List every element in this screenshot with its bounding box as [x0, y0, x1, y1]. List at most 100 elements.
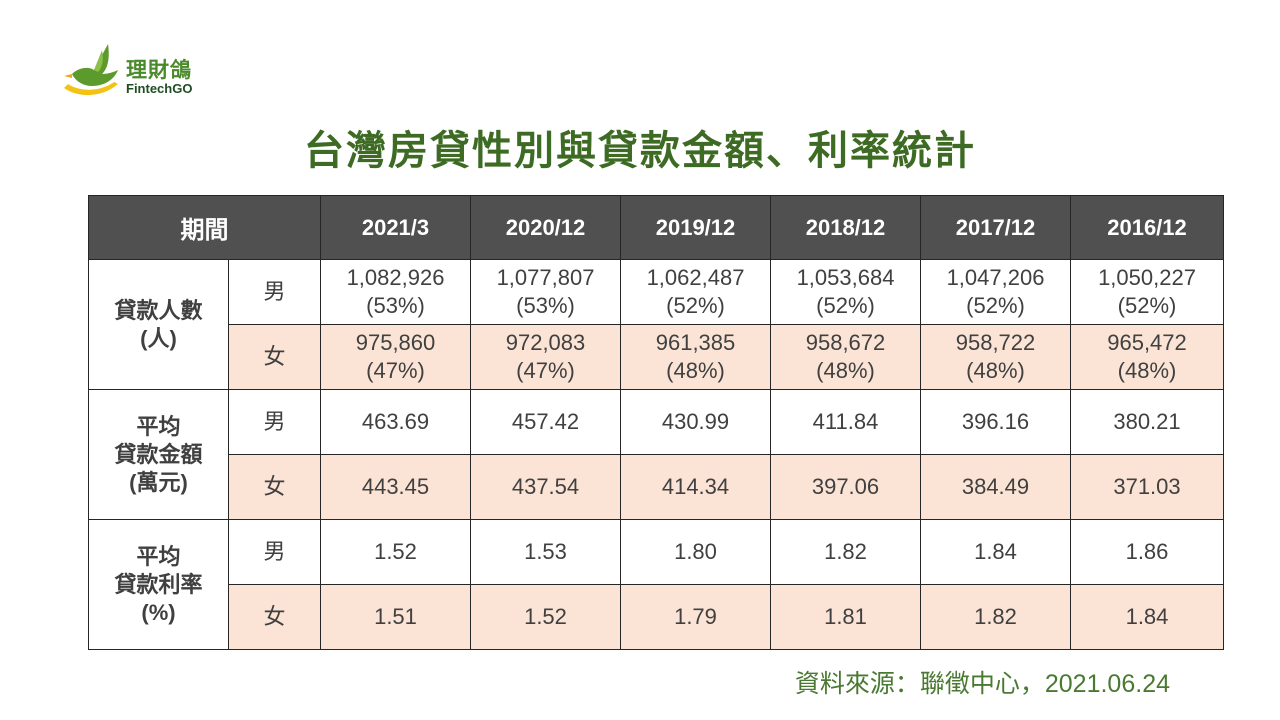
dove-logo-icon	[64, 44, 118, 96]
value-number: 1.79	[674, 604, 717, 629]
mortgage-stats-table: 期間 2021/3 2020/12 2019/12 2018/12 2017/1…	[88, 195, 1224, 650]
value-cell: 411.84	[770, 389, 921, 455]
value-number: 463.69	[361, 409, 430, 434]
value-number: 958,672	[805, 330, 886, 355]
period-col-header: 2016/12	[1070, 195, 1224, 260]
value-share: (47%)	[366, 358, 425, 383]
value-cell: 1,077,807 (53%)	[470, 259, 621, 325]
value-number: 1.82	[974, 604, 1017, 629]
value-cell: 1,050,227 (52%)	[1070, 259, 1224, 325]
value-number: 1.86	[1125, 539, 1169, 564]
period-header: 期間	[88, 195, 321, 260]
value-number: 972,083	[505, 330, 586, 355]
value-cell: 396.16	[920, 389, 1071, 455]
value-number: 1.51	[374, 604, 417, 629]
row-group-label: 平均 貸款金額 (萬元)	[88, 389, 229, 520]
value-number: 1.52	[374, 539, 417, 564]
gender-cell: 女	[228, 324, 321, 390]
value-number: 1.84	[1125, 604, 1169, 629]
value-share: (48%)	[966, 358, 1025, 383]
value-number: 1,053,684	[796, 265, 895, 290]
value-share: (53%)	[366, 293, 425, 318]
brand-logo: 理財鴿 FintechGO	[58, 36, 218, 106]
value-number: 396.16	[961, 409, 1030, 434]
value-number: 430.99	[661, 409, 730, 434]
period-col-header: 2019/12	[620, 195, 771, 260]
value-number: 1.80	[674, 539, 717, 564]
value-number: 443.45	[361, 474, 430, 499]
period-col-header: 2017/12	[920, 195, 1071, 260]
logo-name-cn: 理財鴿	[126, 58, 192, 82]
gender-cell: 女	[228, 454, 321, 520]
value-number: 1,077,807	[496, 265, 595, 290]
value-number: 414.34	[661, 474, 730, 499]
value-cell: 1.84	[1070, 584, 1224, 650]
value-cell: 1,053,684 (52%)	[770, 259, 921, 325]
value-share: (52%)	[1117, 293, 1177, 318]
value-number: 1.84	[974, 539, 1017, 564]
value-cell: 397.06	[770, 454, 921, 520]
value-number: 1.82	[824, 539, 867, 564]
table-row: 女 443.45 437.54 414.34 397.06 384.49 371.03	[89, 454, 1224, 520]
value-cell: 443.45	[320, 454, 471, 520]
table-header-row: 期間 2021/3 2020/12 2019/12 2018/12 2017/1…	[88, 195, 1224, 260]
table-body: 貸款人數 (人) 男 1,082,926 (53%) 1,077,807 (53%) 1,06…	[88, 259, 1224, 650]
value-cell: 1.86	[1070, 519, 1224, 585]
table-row: 平均 貸款金額 (萬元) 男 463.69 457.42 430.99 411.84 396.1…	[88, 389, 1224, 520]
value-cell: 1,047,206 (52%)	[920, 259, 1071, 325]
value-cell: 1.80	[620, 519, 771, 585]
value-cell: 1.51	[320, 584, 471, 650]
value-cell: 380.21	[1070, 389, 1224, 455]
table-row: 貸款人數 (人) 男 1,082,926 (53%) 1,077,807 (53%) 1,06…	[88, 259, 1224, 390]
value-cell: 430.99	[620, 389, 771, 455]
period-col-header: 2020/12	[470, 195, 621, 260]
value-cell: 414.34	[620, 454, 771, 520]
value-number: 1,062,487	[646, 265, 745, 290]
value-number: 411.84	[812, 409, 879, 434]
value-cell: 1.53	[470, 519, 621, 585]
value-cell: 1.84	[920, 519, 1071, 585]
value-number: 961,385	[655, 330, 736, 355]
row-group-label-line: 平均	[136, 543, 181, 569]
period-col-header: 2018/12	[770, 195, 921, 260]
value-cell: 972,083 (47%)	[470, 324, 621, 390]
table-row: 女 1.51 1.52 1.79 1.81 1.82 1.84	[89, 584, 1224, 650]
value-number: 1.53	[524, 539, 567, 564]
page-title: 台灣房貸性別與貸款金額、利率統計	[304, 128, 976, 174]
value-cell: 961,385 (48%)	[620, 324, 771, 390]
value-number: 958,722	[955, 330, 1036, 355]
value-share: (48%)	[666, 358, 725, 383]
value-share: (48%)	[816, 358, 875, 383]
value-cell: 1.81	[770, 584, 921, 650]
value-cell: 437.54	[470, 454, 621, 520]
value-cell: 958,672 (48%)	[770, 324, 921, 390]
value-number: 1.81	[824, 604, 867, 629]
table-row: 平均 貸款利率 (%) 男 1.52 1.53 1.80 1.82 1.84 1.86	[88, 519, 1224, 650]
value-cell: 1.82	[770, 519, 921, 585]
value-number: 1,082,926	[346, 265, 445, 290]
gender-cell: 男	[228, 389, 321, 455]
value-share: (52%)	[666, 293, 725, 318]
value-cell: 1.82	[920, 584, 1071, 650]
value-number: 437.54	[511, 474, 580, 499]
row-group-label-line: 平均	[136, 413, 181, 439]
row-group-label-line: (人)	[140, 325, 177, 351]
value-share: (47%)	[516, 358, 575, 383]
gender-cell: 男	[228, 259, 321, 325]
period-col-header: 2021/3	[320, 195, 471, 260]
value-cell: 1.52	[320, 519, 471, 585]
source-date: 2021.06.24	[1044, 670, 1170, 698]
row-group-label-line: (%)	[141, 599, 176, 625]
table-row: 女 975,860 (47%) 972,083 (47%) 961,385 (48%) 958…	[89, 324, 1224, 390]
value-share: (52%)	[966, 293, 1025, 318]
value-cell: 975,860 (47%)	[320, 324, 471, 390]
row-group-label-line: 貸款金額	[114, 441, 203, 467]
row-group-label-line: 貸款人數	[114, 297, 203, 323]
value-cell: 1,082,926 (53%)	[320, 259, 471, 325]
value-number: 1,050,227	[1098, 265, 1196, 290]
row-group-label: 平均 貸款利率 (%)	[88, 519, 229, 650]
value-cell: 1.52	[470, 584, 621, 650]
value-number: 457.42	[511, 409, 580, 434]
value-number: 965,472	[1107, 330, 1187, 355]
value-share: (53%)	[516, 293, 575, 318]
